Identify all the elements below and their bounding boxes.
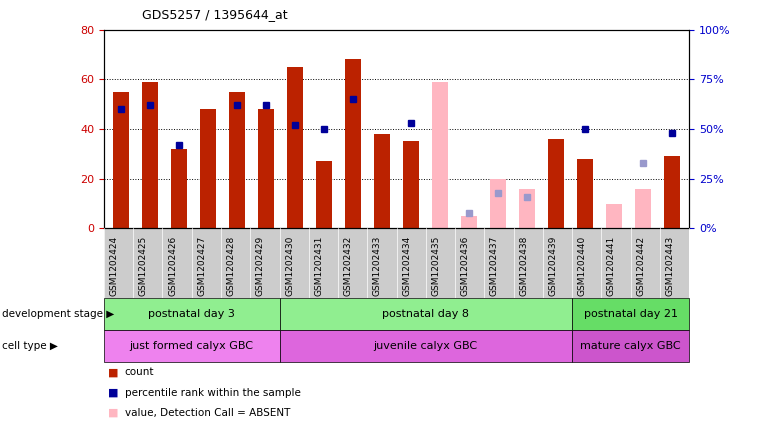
Text: GSM1202426: GSM1202426	[168, 236, 177, 296]
Bar	[403, 141, 419, 228]
Bar	[200, 109, 216, 228]
Text: GSM1202441: GSM1202441	[607, 236, 616, 296]
Text: GSM1202427: GSM1202427	[197, 236, 206, 296]
Text: GSM1202439: GSM1202439	[548, 236, 557, 296]
Text: GSM1202438: GSM1202438	[519, 236, 528, 296]
Text: GDS5257 / 1395644_at: GDS5257 / 1395644_at	[142, 8, 288, 21]
Bar	[345, 59, 361, 228]
Text: GSM1202424: GSM1202424	[109, 236, 119, 296]
Bar	[229, 92, 245, 228]
Text: postnatal day 3: postnatal day 3	[149, 309, 235, 319]
Text: GSM1202431: GSM1202431	[314, 236, 323, 296]
Bar	[113, 92, 129, 228]
Bar	[634, 189, 651, 228]
Text: GSM1202432: GSM1202432	[343, 236, 353, 296]
Text: cell type ▶: cell type ▶	[2, 341, 58, 351]
Text: GSM1202436: GSM1202436	[460, 236, 470, 296]
Text: GSM1202442: GSM1202442	[636, 236, 645, 296]
Text: GSM1202440: GSM1202440	[578, 236, 587, 296]
Text: postnatal day 21: postnatal day 21	[584, 309, 678, 319]
Bar	[606, 203, 622, 228]
Bar	[519, 189, 535, 228]
Bar	[548, 139, 564, 228]
Text: GSM1202428: GSM1202428	[226, 236, 236, 296]
Text: GSM1202430: GSM1202430	[285, 236, 294, 296]
Text: just formed calyx GBC: just formed calyx GBC	[129, 341, 254, 351]
Text: development stage ▶: development stage ▶	[2, 309, 114, 319]
Bar	[490, 179, 506, 228]
Bar	[258, 109, 274, 228]
Text: juvenile calyx GBC: juvenile calyx GBC	[373, 341, 478, 351]
Text: GSM1202433: GSM1202433	[373, 236, 382, 296]
Text: percentile rank within the sample: percentile rank within the sample	[125, 387, 300, 398]
Text: GSM1202434: GSM1202434	[402, 236, 411, 296]
Text: GSM1202437: GSM1202437	[490, 236, 499, 296]
Bar	[171, 149, 187, 228]
Text: ■: ■	[108, 367, 119, 377]
Text: GSM1202429: GSM1202429	[256, 236, 265, 296]
Text: mature calyx GBC: mature calyx GBC	[581, 341, 681, 351]
Bar	[142, 82, 159, 228]
Bar	[432, 82, 448, 228]
Text: value, Detection Call = ABSENT: value, Detection Call = ABSENT	[125, 408, 290, 418]
Text: GSM1202425: GSM1202425	[139, 236, 148, 296]
Bar	[664, 157, 680, 228]
Bar	[577, 159, 593, 228]
Bar	[316, 161, 332, 228]
Bar	[287, 67, 303, 228]
Text: postnatal day 8: postnatal day 8	[383, 309, 469, 319]
Bar	[461, 216, 477, 228]
Text: ■: ■	[108, 387, 119, 398]
Text: GSM1202435: GSM1202435	[431, 236, 440, 296]
Text: ■: ■	[108, 408, 119, 418]
Text: count: count	[125, 367, 154, 377]
Bar	[374, 134, 390, 228]
Text: GSM1202443: GSM1202443	[665, 236, 675, 296]
